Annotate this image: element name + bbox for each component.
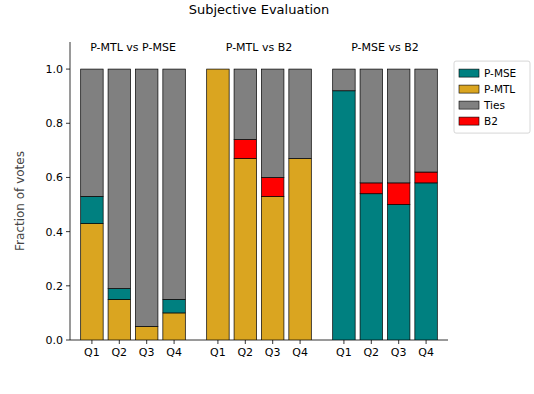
bar-segment	[108, 69, 130, 288]
group-label: P-MTL vs B2	[226, 41, 292, 54]
bar-segment	[289, 158, 311, 340]
bar-segment	[360, 194, 382, 340]
y-tick	[66, 231, 70, 232]
bar-segment	[207, 69, 229, 340]
x-tick-label: Q2	[111, 346, 127, 359]
bar-segment	[163, 313, 185, 340]
y-axis-line	[70, 42, 71, 340]
bar-segment	[108, 289, 130, 300]
x-tick	[371, 340, 372, 344]
bar-segment	[415, 183, 437, 340]
x-tick-label: Q3	[391, 346, 407, 359]
group-label: P-MSE vs B2	[351, 41, 419, 54]
bar-segment	[360, 183, 382, 194]
bar-segment	[163, 299, 185, 313]
x-tick	[398, 340, 399, 344]
x-tick	[146, 340, 147, 344]
legend-label: P-MTL	[484, 83, 515, 95]
legend-label: B2	[484, 115, 498, 127]
x-tick	[91, 340, 92, 344]
x-tick-label: Q3	[139, 346, 155, 359]
bar-segment	[415, 69, 437, 172]
title: Subjective Evaluation	[189, 2, 330, 17]
x-tick	[119, 340, 120, 344]
bar-segment	[387, 205, 409, 340]
x-tick	[272, 340, 273, 344]
legend-label: Ties	[483, 99, 505, 111]
legend-swatch	[459, 101, 479, 109]
legend-swatch	[459, 69, 479, 77]
bar-segment	[81, 196, 103, 223]
bar-segment	[207, 69, 229, 70]
x-tick	[174, 340, 175, 344]
bar-segment	[108, 299, 130, 340]
bar-segment	[261, 69, 283, 177]
y-tick-label: 0.4	[46, 226, 64, 239]
bar-segment	[135, 326, 157, 340]
x-tick	[300, 340, 301, 344]
x-tick	[426, 340, 427, 344]
y-tick	[66, 177, 70, 178]
bars	[81, 69, 438, 340]
x-tick-label: Q1	[84, 346, 100, 359]
bar-segment	[234, 158, 256, 340]
bar-segment	[261, 196, 283, 340]
y-tick-label: 1.0	[46, 63, 64, 76]
group-label: P-MTL vs P-MSE	[90, 41, 176, 54]
legend-box	[454, 61, 530, 133]
y-axis-label: Fraction of votes	[13, 151, 27, 251]
chart: Subjective Evaluation Fraction of votes 0.…	[0, 0, 534, 394]
y-tick-label: 0.0	[46, 334, 64, 347]
y-tick-label: 0.6	[46, 171, 64, 184]
x-tick-label: Q4	[292, 346, 308, 359]
y-tick-label: 0.2	[46, 280, 64, 293]
y-tick	[66, 285, 70, 286]
x-tick	[245, 340, 246, 344]
y-tick	[66, 123, 70, 124]
x-tick-label: Q2	[237, 346, 253, 359]
legend-label: P-MSE	[484, 67, 516, 79]
bar-segment	[81, 224, 103, 340]
y-tick	[66, 69, 70, 70]
bar-segment	[415, 172, 437, 183]
bar-segment	[234, 140, 256, 159]
x-tick-label: Q1	[210, 346, 226, 359]
x-tick-label: Q2	[363, 346, 379, 359]
bar-segment	[163, 69, 185, 299]
x-tick	[343, 340, 344, 344]
bar-segment	[207, 69, 229, 70]
legend-swatch	[459, 117, 479, 125]
x-tick-label: Q4	[166, 346, 182, 359]
bar-segment	[289, 69, 311, 158]
bar-segment	[135, 69, 157, 326]
bar-segment	[333, 69, 355, 91]
x-tick	[217, 340, 218, 344]
bar-segment	[234, 69, 256, 139]
x-tick-label: Q1	[336, 346, 352, 359]
bar-segment	[333, 91, 355, 340]
x-tick-label: Q3	[265, 346, 281, 359]
y-tick-label: 0.8	[46, 117, 64, 130]
bar-segment	[387, 69, 409, 183]
bar-segment	[207, 69, 229, 70]
bar-segment	[360, 69, 382, 183]
bar-segment	[387, 183, 409, 205]
y-tick	[66, 340, 70, 341]
bar-segment	[81, 69, 103, 196]
bar-segment	[261, 177, 283, 196]
x-tick-label: Q4	[418, 346, 434, 359]
legend-swatch	[459, 85, 479, 93]
